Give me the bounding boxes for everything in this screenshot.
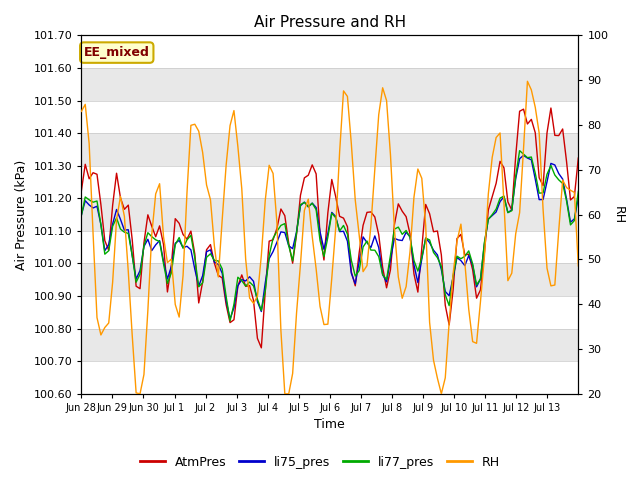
Bar bbox=[81, 100, 579, 133]
Y-axis label: RH: RH bbox=[612, 205, 625, 224]
Bar bbox=[81, 36, 579, 68]
Bar bbox=[81, 264, 579, 296]
Bar bbox=[81, 296, 579, 329]
Bar bbox=[81, 166, 579, 198]
Legend: AtmPres, li75_pres, li77_pres, RH: AtmPres, li75_pres, li77_pres, RH bbox=[135, 451, 505, 474]
Bar bbox=[81, 198, 579, 231]
Title: Air Pressure and RH: Air Pressure and RH bbox=[253, 15, 406, 30]
Bar bbox=[81, 133, 579, 166]
Bar bbox=[81, 329, 579, 361]
Bar bbox=[81, 68, 579, 100]
X-axis label: Time: Time bbox=[314, 419, 345, 432]
Text: EE_mixed: EE_mixed bbox=[84, 46, 150, 59]
Y-axis label: Air Pressure (kPa): Air Pressure (kPa) bbox=[15, 159, 28, 270]
Bar bbox=[81, 361, 579, 394]
Bar bbox=[81, 231, 579, 264]
